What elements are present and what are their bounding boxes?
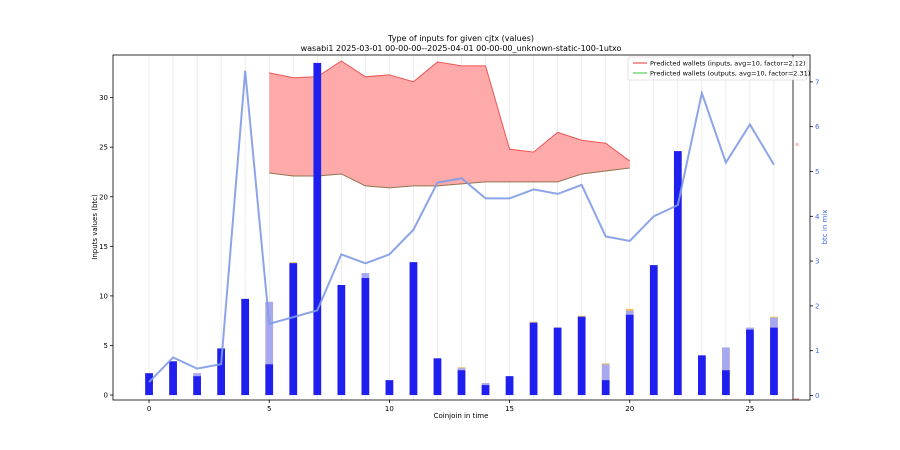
bar-main-23 (697, 355, 706, 396)
y-tick-label: 15 (99, 243, 108, 251)
x-tick-label: 15 (505, 405, 514, 413)
bar-main-18 (577, 316, 586, 396)
y2-tick-label: 7 (815, 78, 819, 86)
chart-subtitle: wasabi1 2025-03-01 00-00-00--2025-04-01 … (301, 44, 622, 53)
legend-box (627, 56, 808, 81)
bar-main-14 (481, 385, 490, 396)
bar-main-1 (169, 361, 177, 396)
bar-main-19 (601, 380, 610, 396)
y-tick-label: 20 (99, 193, 108, 201)
y2-tick-label: 3 (815, 258, 819, 266)
bar-main-22 (673, 151, 682, 396)
y-tick-label: 0 (104, 392, 108, 400)
bar-main-16 (529, 322, 538, 396)
x-tick-label: 0 (147, 405, 151, 413)
bar-main-20 (625, 314, 634, 396)
x-tick-label: 5 (267, 405, 271, 413)
bar-main-25 (746, 329, 754, 396)
x-ticks: 0 5 10 15 20 25 (147, 400, 754, 413)
y-ticks: 0 5 10 15 20 25 30 (99, 94, 113, 400)
bar-main-21 (649, 265, 658, 396)
y2-tick-label: 1 (815, 347, 819, 355)
bar-main-11 (409, 262, 418, 396)
bar-main-26 (770, 327, 778, 396)
y2-tick-label: 6 (815, 123, 820, 131)
bar-main-8 (337, 285, 346, 396)
bar-main-6 (289, 263, 298, 396)
y-axis-label: Inputs values (btc) (91, 194, 99, 260)
bar-main-10 (385, 380, 394, 396)
wallets-axis-marker: ≡ (795, 143, 799, 148)
y2-tick-label: 4 (815, 213, 820, 221)
y-tick-label: 5 (104, 342, 108, 350)
right-axis-markers: ≡ (794, 143, 799, 400)
x-tick-label: 25 (745, 405, 754, 413)
legend: Predicted wallets (inputs, avg=10, facto… (627, 56, 810, 81)
prediction-band (269, 60, 631, 189)
y2-tick-label: 5 (815, 168, 819, 176)
y2-ticks: 0 1 2 3 4 5 6 7 (810, 78, 820, 400)
x-axis-label: Coinjoin in time (434, 412, 489, 420)
bar-main-7 (313, 62, 322, 396)
y-tick-label: 30 (99, 94, 108, 102)
bar-main-5 (265, 364, 274, 396)
mix-line-path (148, 70, 775, 383)
chart-title: Type of inputs for given cjtx (values) (387, 34, 534, 43)
bar-main-17 (553, 327, 562, 396)
btc-in-mix-line (148, 70, 775, 383)
plot-frame (112, 54, 811, 401)
x-tick-label: 20 (625, 405, 634, 413)
bar-main-0 (145, 373, 153, 396)
legend-inputs-label: Predicted wallets (inputs, avg=10, facto… (650, 60, 806, 68)
y-tick-label: 25 (99, 144, 108, 152)
x-tick-label: 10 (385, 405, 394, 413)
legend-outputs-label: Predicted wallets (outputs, avg=10, fact… (650, 70, 810, 78)
y-tick-label: 10 (99, 292, 108, 300)
bar-main-24 (722, 370, 730, 396)
bar-light-19 (601, 364, 610, 396)
bar-main-12 (433, 358, 442, 396)
y2-tick-label: 0 (815, 392, 819, 400)
y2-axis-label: btc in mix (821, 210, 829, 245)
bar-main-9 (361, 278, 370, 396)
bars (145, 62, 778, 396)
prediction-band-lower (269, 167, 630, 189)
bar-light-5 (265, 301, 274, 396)
bar-main-4 (241, 298, 250, 396)
bar-main-15 (505, 376, 514, 396)
prediction-band-upper (269, 60, 631, 162)
prediction-band-area (269, 60, 630, 188)
bar-main-13 (457, 370, 466, 396)
bar-main-3 (217, 348, 226, 396)
y2-tick-label: 2 (815, 302, 819, 310)
bar-main-2 (193, 376, 201, 396)
